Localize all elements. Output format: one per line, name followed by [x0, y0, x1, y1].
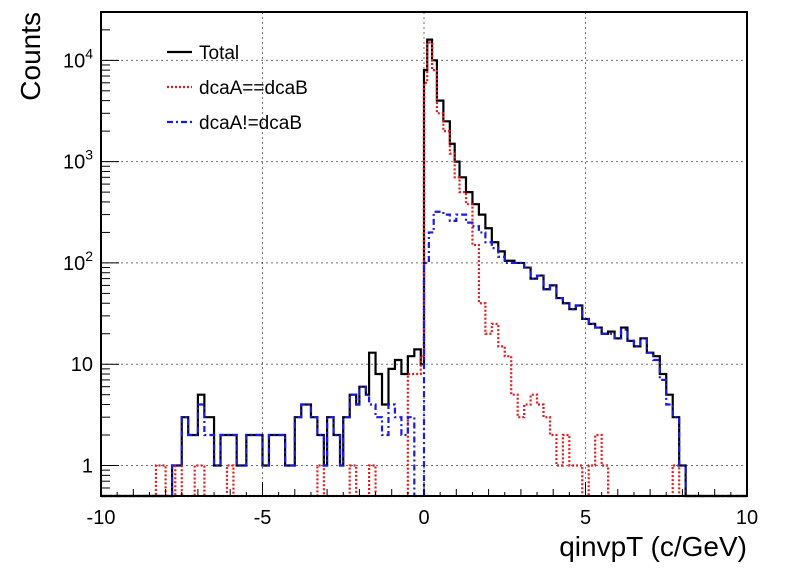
x-tick-label: -5 [254, 507, 272, 529]
series-group [101, 38, 747, 498]
y-axis-title: Counts [15, 12, 46, 101]
legend: Total dcaA==dcaB dcaA!=dcaB [167, 43, 308, 134]
series-dcaa-dcab [101, 210, 747, 498]
legend-label: dcaA==dcaB [199, 78, 308, 99]
y-tick-label: 1 [82, 456, 93, 478]
legend-label: Total [199, 43, 239, 64]
series-dcaa-dcab [101, 41, 747, 498]
x-tick-label: -10 [87, 507, 116, 529]
axes: -10 -5 0 5 10 1 10 102 103 104 [63, 11, 758, 529]
y-tick-label: 102 [63, 248, 93, 275]
x-tick-label: 10 [736, 507, 758, 529]
legend-label: dcaA!=dcaB [199, 113, 302, 134]
x-tick-label: 0 [418, 507, 429, 529]
y-tick-label: 103 [63, 147, 93, 174]
series-total [101, 38, 747, 498]
x-tick-label: 5 [580, 507, 591, 529]
y-tick-label: 104 [63, 45, 93, 72]
x-axis-title: qinvpT (c/GeV) [559, 531, 747, 562]
y-tick-label: 10 [71, 354, 93, 376]
